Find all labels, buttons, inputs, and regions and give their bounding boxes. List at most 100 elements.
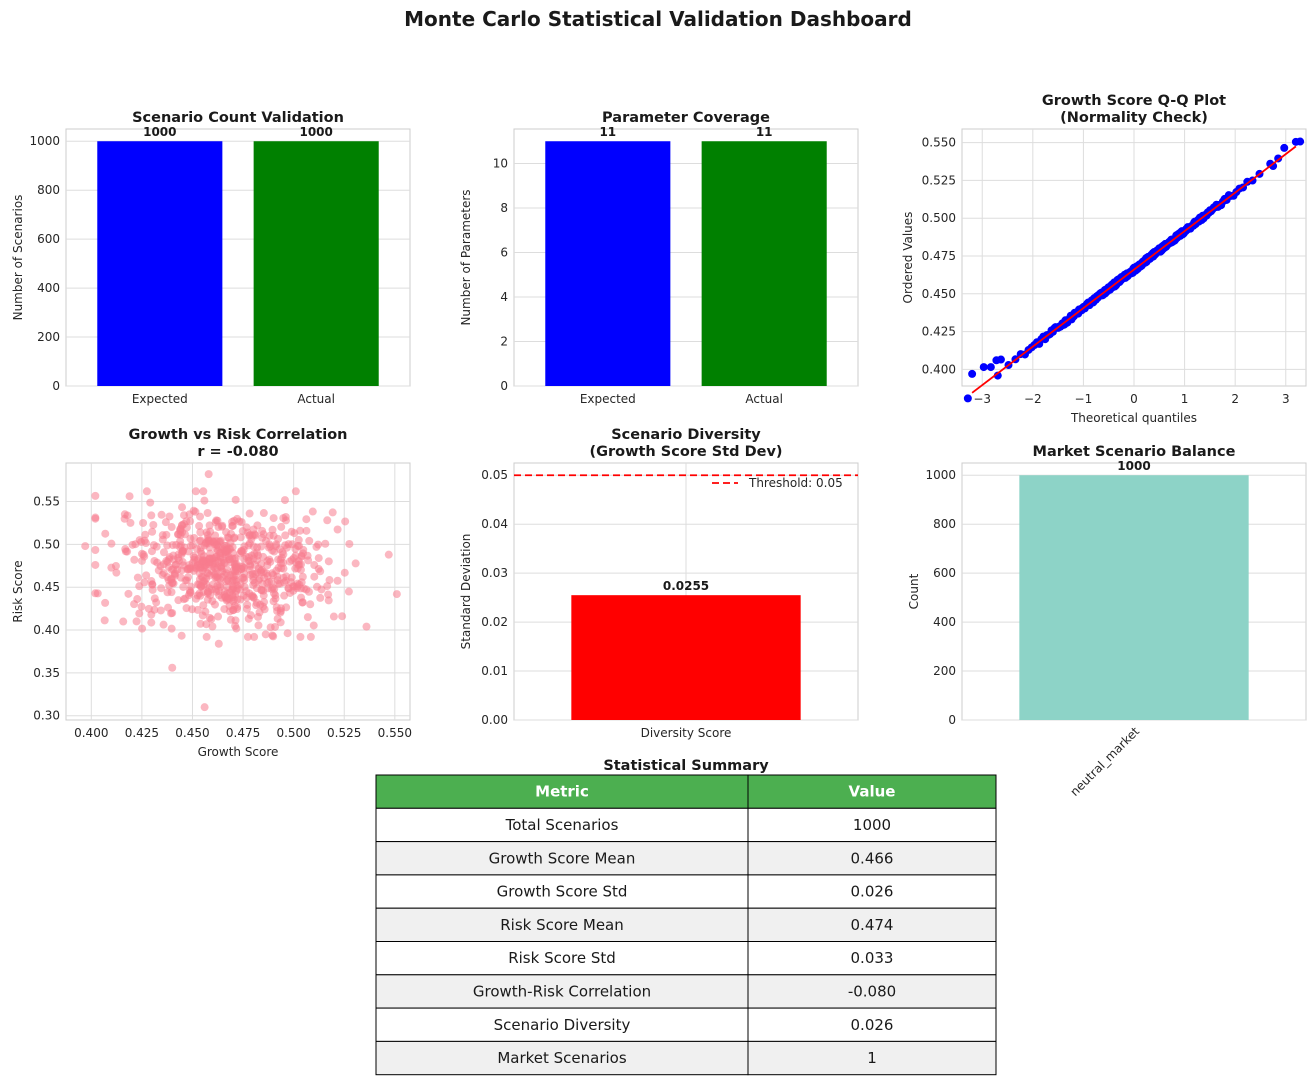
scatter-point: [212, 553, 221, 562]
scatter-point: [196, 547, 205, 556]
scatter-point: [126, 518, 135, 527]
scatter-point: [247, 592, 256, 601]
scatter-point: [183, 565, 192, 574]
y-tick-label: 0.35: [33, 666, 60, 680]
scatter-point: [198, 573, 207, 582]
x-tick-label: 0.425: [125, 726, 159, 740]
y-tick-label: 800: [37, 183, 60, 197]
statistical-summary-table: Statistical Summary Metric Value Total Scen…: [375, 758, 997, 1076]
scatter-point: [280, 578, 289, 587]
y-tick-label: 10: [493, 156, 508, 170]
scatter-point: [276, 618, 285, 627]
scatter-point: [306, 632, 315, 641]
value-cell: 0.474: [851, 916, 894, 934]
scatter-point: [154, 566, 163, 575]
scatter-point: [243, 600, 252, 609]
y-tick-label: 0.525: [922, 173, 956, 187]
scatter-point: [340, 568, 349, 577]
y-tick-label: 0: [52, 379, 60, 393]
scatter-point: [212, 537, 221, 546]
scatter-point: [193, 605, 202, 614]
scatter-point: [202, 620, 211, 629]
scatter-point: [324, 596, 333, 605]
metric-cell: Growth-Risk Correlation: [473, 982, 651, 1000]
scatter-point: [167, 624, 176, 633]
table-row-cell: [375, 807, 749, 843]
scatter-point: [280, 496, 289, 505]
scatter-point: [236, 580, 245, 589]
scatter-point: [159, 620, 168, 629]
scatter-point: [321, 539, 330, 548]
scatter-point: [325, 576, 334, 585]
scatter-point: [312, 542, 321, 551]
scatter-point: [147, 577, 156, 586]
scatter-point: [203, 539, 212, 548]
scatter-point: [174, 530, 183, 539]
scatter-point: [157, 510, 166, 519]
x-tick-label: Actual: [745, 392, 783, 406]
chart-title: Scenario Diversity: [611, 427, 761, 443]
scatter-point: [163, 588, 172, 597]
scatter-point: [189, 551, 198, 560]
y-tick-label: 6: [500, 245, 508, 259]
scatter-point: [269, 589, 278, 598]
y-tick-label: 2: [500, 334, 508, 348]
scatter-point: [196, 528, 205, 537]
scatter-point: [214, 639, 223, 648]
bar-actual: [253, 141, 379, 386]
scatter-point: [186, 517, 195, 526]
scatter-point: [202, 632, 211, 641]
scatter-point: [248, 531, 257, 540]
scatter-point: [179, 511, 188, 520]
chart-title: r = -0.080: [197, 444, 278, 460]
table-row-cell: [747, 974, 997, 1009]
scatter-point: [179, 582, 188, 591]
scatter-point: [328, 508, 337, 517]
x-axis-label: Theoretical quantiles: [1070, 411, 1197, 425]
scatter-point: [305, 536, 314, 545]
y-tick-label: 0.425: [922, 325, 956, 339]
scatter-point: [277, 559, 286, 568]
table-header-cell: [375, 774, 749, 809]
scatter-point: [179, 595, 188, 604]
metric-cell: Risk Score Mean: [500, 916, 624, 934]
scatter-point: [268, 525, 277, 534]
table-row-cell: [747, 1007, 997, 1042]
scatter-point: [186, 589, 195, 598]
scatter-point: [168, 609, 177, 618]
scatter-point: [297, 551, 306, 560]
scatter-point: [259, 509, 268, 518]
scatter-point: [167, 523, 176, 532]
scatter-point: [187, 582, 196, 591]
scatter-point: [177, 631, 186, 640]
x-tick-label: Actual: [297, 392, 335, 406]
scatter-point: [317, 585, 326, 594]
y-axis-label: Number of Scenarios: [11, 195, 25, 321]
scatter-point: [323, 516, 332, 525]
chart-title: Parameter Coverage: [602, 110, 770, 126]
y-axis-label: Count: [907, 573, 921, 609]
scatter-point: [296, 632, 305, 641]
y-tick-label: 200: [37, 330, 60, 344]
scatter-point: [101, 598, 110, 607]
y-tick-label: 0.05: [481, 468, 508, 482]
table-row-cell: [375, 874, 749, 909]
scatter-point: [147, 547, 156, 556]
scatter-point: [329, 612, 338, 621]
scatter-point: [314, 554, 323, 563]
y-tick-label: 0.55: [33, 495, 60, 509]
y-tick-label: 0.40: [33, 623, 60, 637]
scatter-point: [289, 554, 298, 563]
scatter-point: [249, 572, 258, 581]
scatter-point: [281, 531, 290, 540]
bar-value-label: 11: [599, 125, 616, 139]
scatter-point: [316, 593, 325, 602]
scatter-point: [132, 617, 141, 626]
table-row-cell: [375, 941, 749, 976]
y-tick-label: 0.04: [481, 517, 508, 531]
scatter-point: [135, 609, 144, 618]
y-tick-label: 0.00: [481, 713, 508, 727]
scatter-point: [277, 522, 286, 531]
scatter-point: [261, 630, 270, 639]
